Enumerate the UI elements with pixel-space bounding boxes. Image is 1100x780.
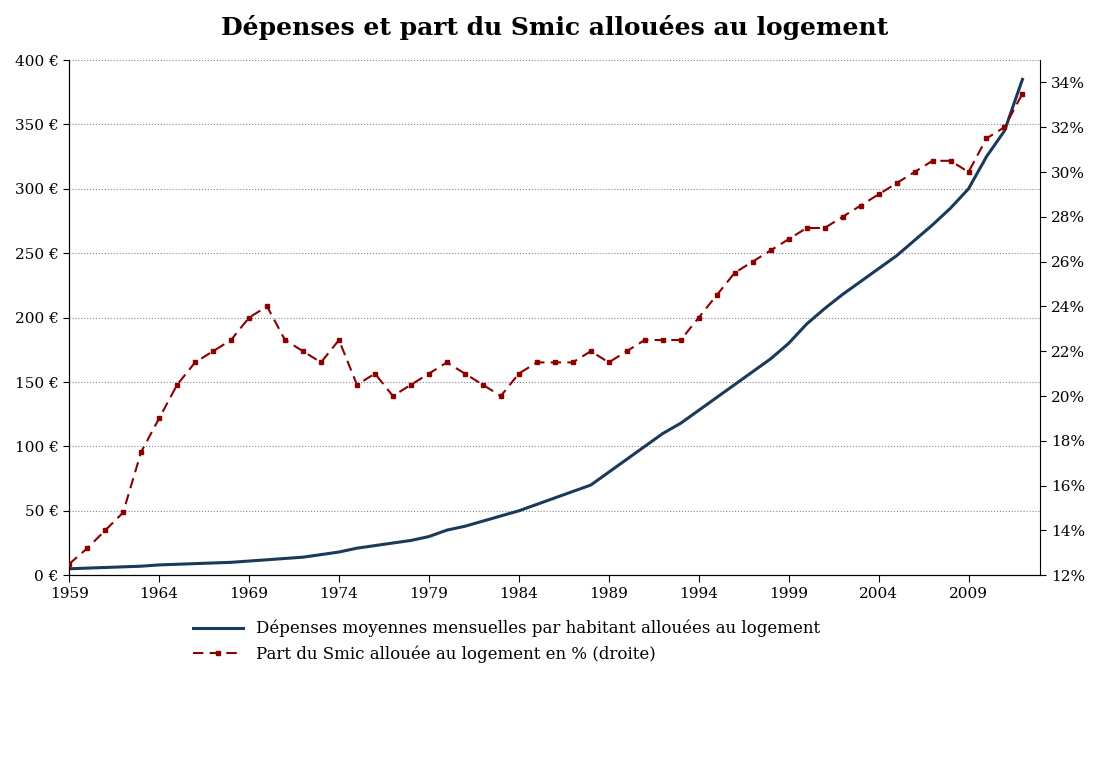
Legend: Dépenses moyennes mensuelles par habitant allouées au logement, Part du Smic all: Dépenses moyennes mensuelles par habitan… [186,613,826,670]
Title: Dépenses et part du Smic allouées au logement: Dépenses et part du Smic allouées au log… [221,15,889,40]
